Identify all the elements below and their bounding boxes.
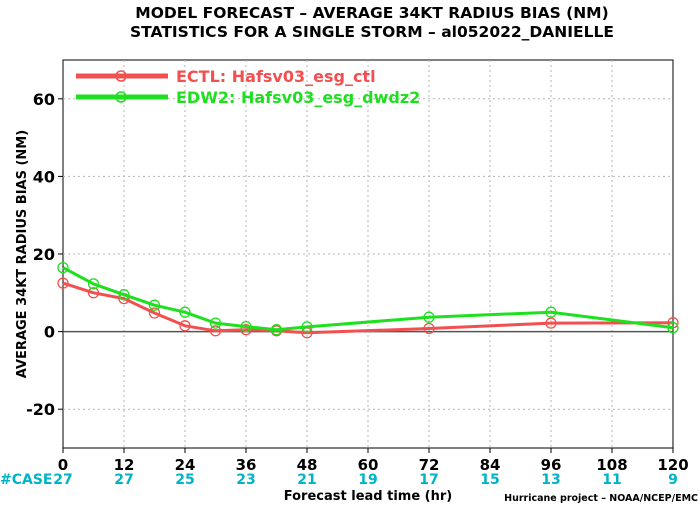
x-tick-label: 108 xyxy=(596,456,627,474)
y-tick-label: 20 xyxy=(33,245,55,264)
legend-marker-ectl xyxy=(115,70,127,82)
x-tick-label: 12 xyxy=(114,456,135,474)
case-count: 17 xyxy=(419,472,438,488)
case-count: 27 xyxy=(53,472,72,488)
data-point-edw2 xyxy=(179,306,191,318)
chart-subtitle: STATISTICS FOR A SINGLE STORM – al052022… xyxy=(130,23,614,41)
x-tick-label: 60 xyxy=(358,456,379,474)
x-tick-label: 84 xyxy=(480,456,501,474)
case-count: 9 xyxy=(668,472,678,488)
data-point-edw2 xyxy=(209,317,222,329)
data-point-ectl xyxy=(209,325,222,337)
case-count: 11 xyxy=(602,472,621,488)
y-tick-label: 0 xyxy=(44,323,55,342)
x-tick-label: 96 xyxy=(541,456,562,474)
legend-entry-edw2: EDW2: Hafsv03_esg_dwdz2 xyxy=(176,88,420,107)
legend-entry-ectl: ECTL: Hafsv03_esg_ctl xyxy=(176,67,376,86)
data-point-edw2 xyxy=(87,278,100,290)
case-count: 21 xyxy=(297,472,316,488)
data-point-ectl xyxy=(87,287,100,299)
case-count: 13 xyxy=(541,472,560,488)
case-count: 15 xyxy=(480,472,499,488)
data-point-ectl xyxy=(57,277,69,289)
series-edw2 xyxy=(57,261,679,336)
data-point-edw2 xyxy=(301,321,313,333)
x-axis-label: Forecast lead time (hr) xyxy=(284,489,452,504)
y-axis-label: AVERAGE 34KT RADIUS BIAS (NM) xyxy=(15,130,30,378)
y-tick-labels: -20 0 20 40 60 xyxy=(26,90,63,419)
case-count: 27 xyxy=(114,472,133,488)
data-point-edw2 xyxy=(57,261,69,274)
data-point-edw2 xyxy=(545,306,557,318)
x-tick-label: 48 xyxy=(297,456,318,474)
grid xyxy=(63,60,673,448)
data-point-edw2 xyxy=(240,320,252,333)
series-layer xyxy=(57,261,679,339)
data-point-edw2 xyxy=(118,289,130,301)
case-count: 25 xyxy=(175,472,194,488)
x-tick-label: 36 xyxy=(236,456,257,474)
data-point-ectl xyxy=(148,307,161,319)
case-count: 23 xyxy=(236,472,255,488)
y-tick-label: 60 xyxy=(33,90,55,109)
case-counts: #CASE 27 27 25 23 21 19 17 15 13 11 9 xyxy=(0,472,678,488)
x-tick-label: 0 xyxy=(58,456,68,474)
case-label: #CASE xyxy=(0,472,53,488)
x-tick-labels: 0 12 24 36 48 60 72 84 96 108 120 xyxy=(58,448,689,474)
data-point-ectl xyxy=(545,317,557,329)
y-tick-label: 40 xyxy=(33,167,55,186)
data-point-edw2 xyxy=(423,311,435,323)
data-point-edw2 xyxy=(667,322,679,334)
data-point-edw2 xyxy=(270,324,283,336)
data-point-ectl xyxy=(179,320,191,332)
data-point-edw2 xyxy=(148,299,161,311)
x-tick-label: 120 xyxy=(657,456,688,474)
x-tick-label: 72 xyxy=(419,456,440,474)
data-point-ectl xyxy=(423,322,435,335)
data-point-ectl xyxy=(240,324,252,336)
legend: ECTL: Hafsv03_esg_ctl EDW2: Hafsv03_esg_… xyxy=(76,67,420,107)
case-count: 19 xyxy=(358,472,377,488)
y-tick-label: -20 xyxy=(26,400,55,419)
x-tick-label: 24 xyxy=(175,456,196,474)
credit-label: Hurricane project – NOAA/NCEP/EMC xyxy=(504,493,698,504)
legend-marker-edw2 xyxy=(115,91,127,103)
chart-title: MODEL FORECAST – AVERAGE 34KT RADIUS BIA… xyxy=(135,4,608,22)
